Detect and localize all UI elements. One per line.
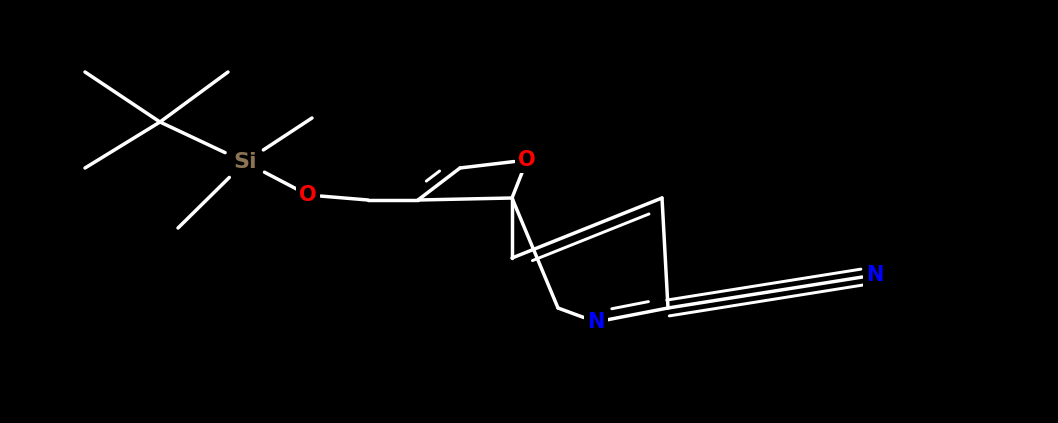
Text: N: N [587,312,605,332]
Text: Si: Si [233,152,257,172]
Text: O: O [299,185,316,205]
Text: N: N [867,265,883,285]
Text: O: O [518,150,535,170]
